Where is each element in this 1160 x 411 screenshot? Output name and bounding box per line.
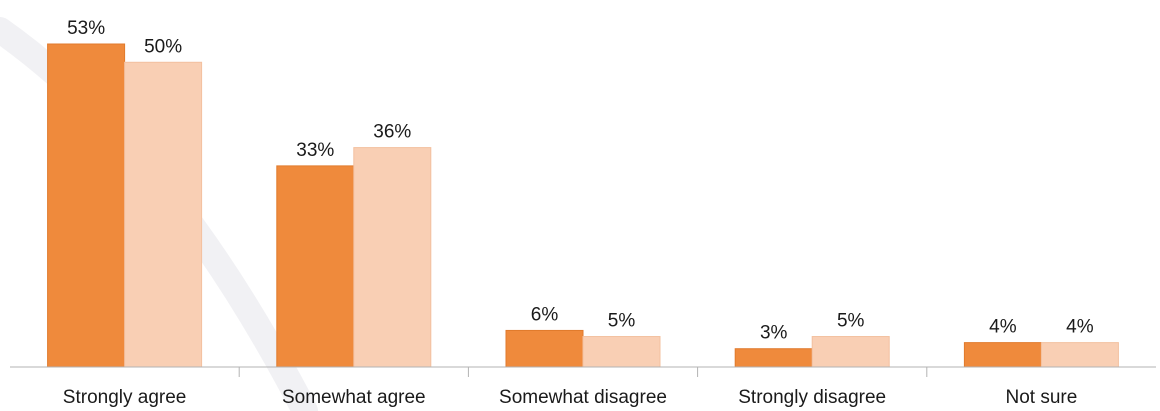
- bar-series1-3: [734, 348, 813, 368]
- category-label-4: Not sure: [1005, 387, 1077, 408]
- value-label-series1-1: 33%: [296, 140, 334, 161]
- value-label-series2-0: 50%: [144, 36, 182, 57]
- category-label-1: Somewhat agree: [282, 387, 426, 408]
- value-label-series1-3: 3%: [760, 323, 788, 344]
- bar-series1-2: [505, 329, 584, 368]
- category-labels-layer: Strongly agree Somewhat agree Somewhat dis…: [63, 387, 1077, 408]
- bar-series1-1: [276, 165, 355, 368]
- value-label-series2-4: 4%: [1066, 317, 1094, 338]
- bar-series2-4: [1040, 342, 1119, 368]
- value-label-series2-3: 5%: [837, 311, 865, 332]
- value-label-series2-1: 36%: [373, 122, 411, 143]
- value-label-series1-0: 53%: [67, 18, 105, 39]
- bar-series2-0: [124, 61, 203, 368]
- bars-layer: [47, 43, 1119, 368]
- value-label-series2-2: 5%: [608, 311, 636, 332]
- category-label-0: Strongly agree: [63, 387, 187, 408]
- value-labels-layer: 53% 50% 33% 36% 6% 5% 3% 5% 4% 4%: [67, 18, 1094, 344]
- value-label-series1-4: 4%: [989, 317, 1017, 338]
- value-label-series1-2: 6%: [531, 304, 559, 325]
- x-axis-ticks: [238, 367, 928, 377]
- category-label-3: Strongly disagree: [738, 387, 886, 408]
- bar-series2-1: [353, 147, 432, 368]
- bar-series2-2: [582, 336, 661, 368]
- category-label-2: Somewhat disagree: [499, 387, 667, 408]
- bar-series2-3: [811, 336, 890, 368]
- bar-series1-4: [963, 342, 1042, 368]
- bar-series1-0: [47, 43, 126, 368]
